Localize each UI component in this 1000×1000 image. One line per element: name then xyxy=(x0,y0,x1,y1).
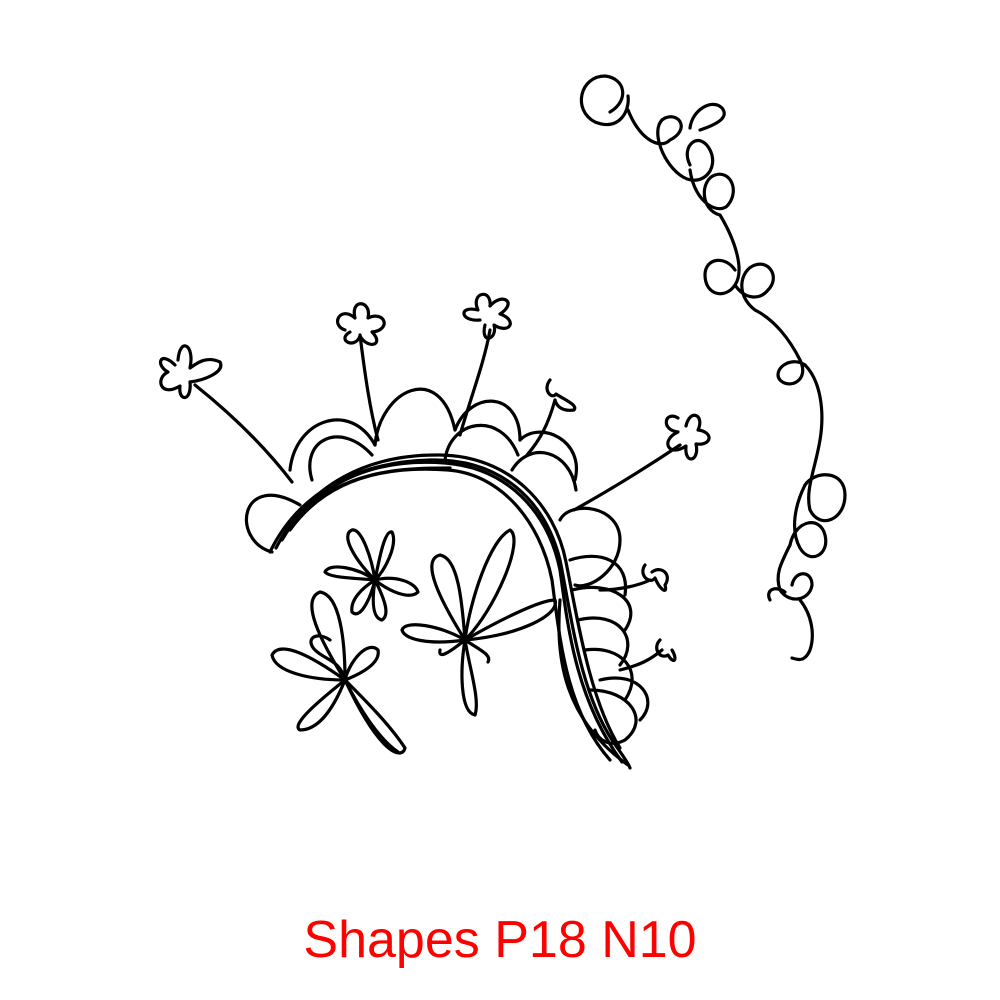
doodle-drawing xyxy=(158,74,847,770)
doodle-strokes xyxy=(158,74,847,770)
side-scallops xyxy=(568,554,650,745)
spiral-vine xyxy=(579,74,847,662)
arch xyxy=(268,453,632,770)
shape-caption: Shapes P18 N10 xyxy=(303,911,697,969)
stem-flowers xyxy=(158,292,711,672)
under-arch-flowers xyxy=(270,528,557,755)
top-scallops xyxy=(244,387,622,588)
